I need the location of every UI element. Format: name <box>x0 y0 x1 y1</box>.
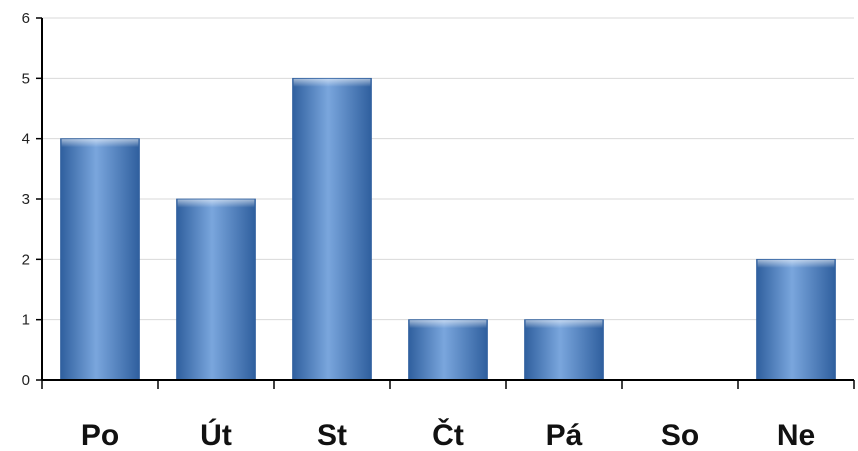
gridlines <box>42 17 854 321</box>
bar-highlight <box>525 320 603 329</box>
bar-highlight <box>757 259 835 268</box>
bar <box>60 138 140 381</box>
bar-highlight <box>293 78 371 87</box>
bar <box>176 198 256 381</box>
bar-highlight <box>61 139 139 148</box>
x-tick-label: St <box>317 419 347 451</box>
x-tick-label: Pá <box>546 419 583 451</box>
x-tick-label: Po <box>81 419 119 451</box>
y-tick-label: 4 <box>22 131 30 148</box>
y-tick-label: 3 <box>22 191 30 208</box>
y-tick-label: 2 <box>22 251 30 268</box>
y-tick-label: 5 <box>22 70 30 87</box>
y-tick-label: 0 <box>22 372 30 389</box>
bar <box>756 258 836 381</box>
bar-highlight <box>409 320 487 329</box>
axes <box>36 17 855 389</box>
x-tick-label: Út <box>200 418 232 451</box>
y-tick-label: 1 <box>22 312 30 329</box>
bar <box>408 319 488 381</box>
x-tick-labels: Po Út St Čt Pá So Ne <box>81 418 815 451</box>
bar <box>524 319 604 381</box>
y-tick-label: 6 <box>22 10 30 27</box>
y-tick-labels: 0 1 2 3 4 5 6 <box>22 10 30 389</box>
x-tick-label: So <box>661 419 699 451</box>
bar-highlight <box>177 199 255 208</box>
x-tick-label: Čt <box>432 418 464 451</box>
bar <box>292 77 372 381</box>
x-tick-label: Ne <box>777 419 815 451</box>
bars <box>60 77 836 381</box>
